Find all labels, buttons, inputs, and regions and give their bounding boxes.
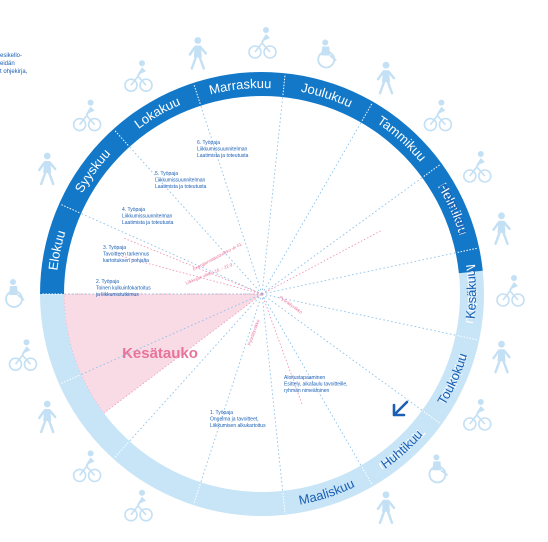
kickoff-annotation: Aloitustapaaminen [284, 375, 325, 381]
workshop-annotation: Liikkumissuunnitelman [122, 213, 173, 219]
pedestrian-icon [38, 400, 57, 434]
workshop-annotation: 3. Työpaja [103, 245, 126, 251]
corner-text-line: eidän [0, 61, 15, 67]
workshop-annotation: ja liikkumistutkimus [95, 292, 139, 298]
workshop-annotation: Liikkumissuunnitelman [197, 146, 248, 152]
cyclist-icon [248, 27, 277, 59]
cyclist-icon [72, 99, 102, 132]
wheelchair-user-icon [428, 454, 449, 484]
ring-autumn-segment [40, 71, 483, 294]
month-spoke [261, 293, 456, 336]
arrow-icon [392, 400, 409, 417]
kickoff-annotation: ryhmän nimeäminen [284, 388, 330, 394]
ring-divider [457, 335, 478, 341]
ring-divider [193, 84, 201, 104]
pause-label: Kesätauko [122, 345, 198, 362]
ring-divider [457, 247, 478, 253]
pedestrian-icon [376, 61, 396, 95]
month-spoke [200, 105, 263, 295]
ring-divider [423, 164, 441, 177]
pedestrian-icon [492, 340, 511, 374]
month-spoke [129, 293, 263, 442]
corner-text-line: esikello- [0, 53, 23, 59]
wheelchair-user-icon [317, 39, 337, 69]
workshop-annotation: 1. Työpaja [210, 410, 233, 416]
pedestrian-icon [376, 491, 396, 524]
ring-divider [193, 484, 201, 504]
month-spoke [80, 293, 263, 375]
pedestrian-icon [38, 152, 57, 186]
event-line [261, 293, 303, 406]
ring-divider [60, 204, 80, 214]
activity-figures [5, 27, 525, 524]
corner-text-line: t ohjekirja, [0, 69, 28, 75]
month-spoke [261, 293, 423, 411]
month-spoke [261, 293, 362, 466]
ring-dividers [42, 75, 478, 513]
event-lines [117, 230, 382, 406]
pedestrian-icon [492, 212, 511, 246]
workshop-annotation: Liikkumisen alkukartoitus [210, 423, 266, 429]
cyclist-icon [72, 450, 102, 483]
ring-divider [361, 466, 373, 485]
workshop-annotation: Laatimista ja toteutusta [122, 220, 174, 226]
month-spoke [200, 293, 263, 483]
workshop-annotation: Laatimista ja toteutusta [197, 153, 249, 159]
workshop-annotation: Liikkumissuunnitelman [155, 177, 206, 183]
summer-pause-wedge [63, 293, 264, 414]
event-line [122, 237, 263, 295]
cyclist-icon [423, 99, 453, 132]
workshop-annotation: 5. Työpaja [155, 171, 178, 177]
cyclist-icon [496, 275, 525, 307]
event-line [261, 230, 382, 295]
workshop-annotation: Toinen kulkuinfokartoitus [96, 285, 151, 291]
ring-divider [361, 103, 373, 122]
cyclist-icon [8, 339, 38, 372]
month-spoke [80, 213, 263, 295]
month-spoke [261, 177, 423, 295]
ring-divider [423, 411, 441, 424]
workshop-annotation: kartoituksen pohjalta [103, 258, 149, 264]
cyclist-icon [124, 60, 153, 92]
month-spoke [129, 146, 263, 295]
workshop-annotation: 4. Työpaja [122, 207, 145, 213]
month-spokes [64, 97, 456, 491]
month-spoke [261, 97, 284, 295]
pedestrian-icon [188, 37, 208, 70]
workshop-annotation: Ongelma ja tavoitteet, [210, 416, 259, 422]
month-spoke [261, 293, 284, 491]
corner-text: esikello- eidän t ohjekirja, [0, 52, 70, 76]
event-line [117, 254, 263, 295]
ring-divider [282, 75, 286, 96]
workshop-annotation: Tavoitteen tarkennus [103, 251, 150, 257]
kickoff-annotation: Esittely, aikataulu tavoitteille, [284, 381, 348, 387]
ring-divider [60, 374, 80, 384]
cyclist-icon [462, 151, 492, 183]
workshop-annotation: 6. Työpaja [197, 140, 220, 146]
month-spoke [261, 252, 456, 295]
cyclist-icon [462, 399, 492, 431]
wheelchair-user-icon [5, 279, 25, 308]
workshop-annotation: 2. Työpaja [96, 279, 119, 285]
month-label: Kesäkuu [463, 268, 479, 319]
workshop-annotation: Laatimista ja toteutusta [155, 184, 207, 190]
ring-divider [282, 492, 286, 513]
cyclist-icon [124, 489, 153, 522]
month-spoke [261, 122, 362, 295]
ring-divider [114, 442, 129, 458]
ring-divider [114, 130, 129, 146]
